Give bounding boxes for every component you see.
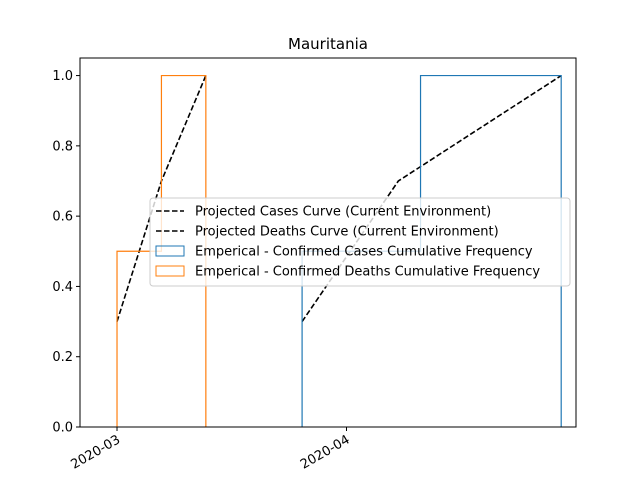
chart-title: Mauritania <box>288 35 368 53</box>
y-tick-label: 0.2 <box>52 350 73 365</box>
legend: Projected Cases Curve (Current Environme… <box>149 197 571 287</box>
series-3-step <box>116 74 207 427</box>
legend-label-1: Projected Deaths Curve (Current Environm… <box>195 225 499 240</box>
y-tick-label: 0.8 <box>52 139 73 154</box>
legend-swatch-3 <box>155 265 185 277</box>
legend-swatch-2 <box>155 245 185 257</box>
legend-label-0: Projected Cases Curve (Current Environme… <box>195 205 491 220</box>
y-tick-label: 0.0 <box>52 421 73 436</box>
legend-label-2: Emperical - Confirmed Cases Cumulative F… <box>195 245 533 260</box>
y-tick-label: 1.0 <box>52 69 73 84</box>
y-tick-label: 0.6 <box>52 210 73 225</box>
axes-frame <box>79 57 577 428</box>
legend-box <box>149 197 571 287</box>
legend-label-3: Emperical - Confirmed Deaths Cumulative … <box>195 265 540 280</box>
y-tick-label: 0.4 <box>52 280 73 295</box>
